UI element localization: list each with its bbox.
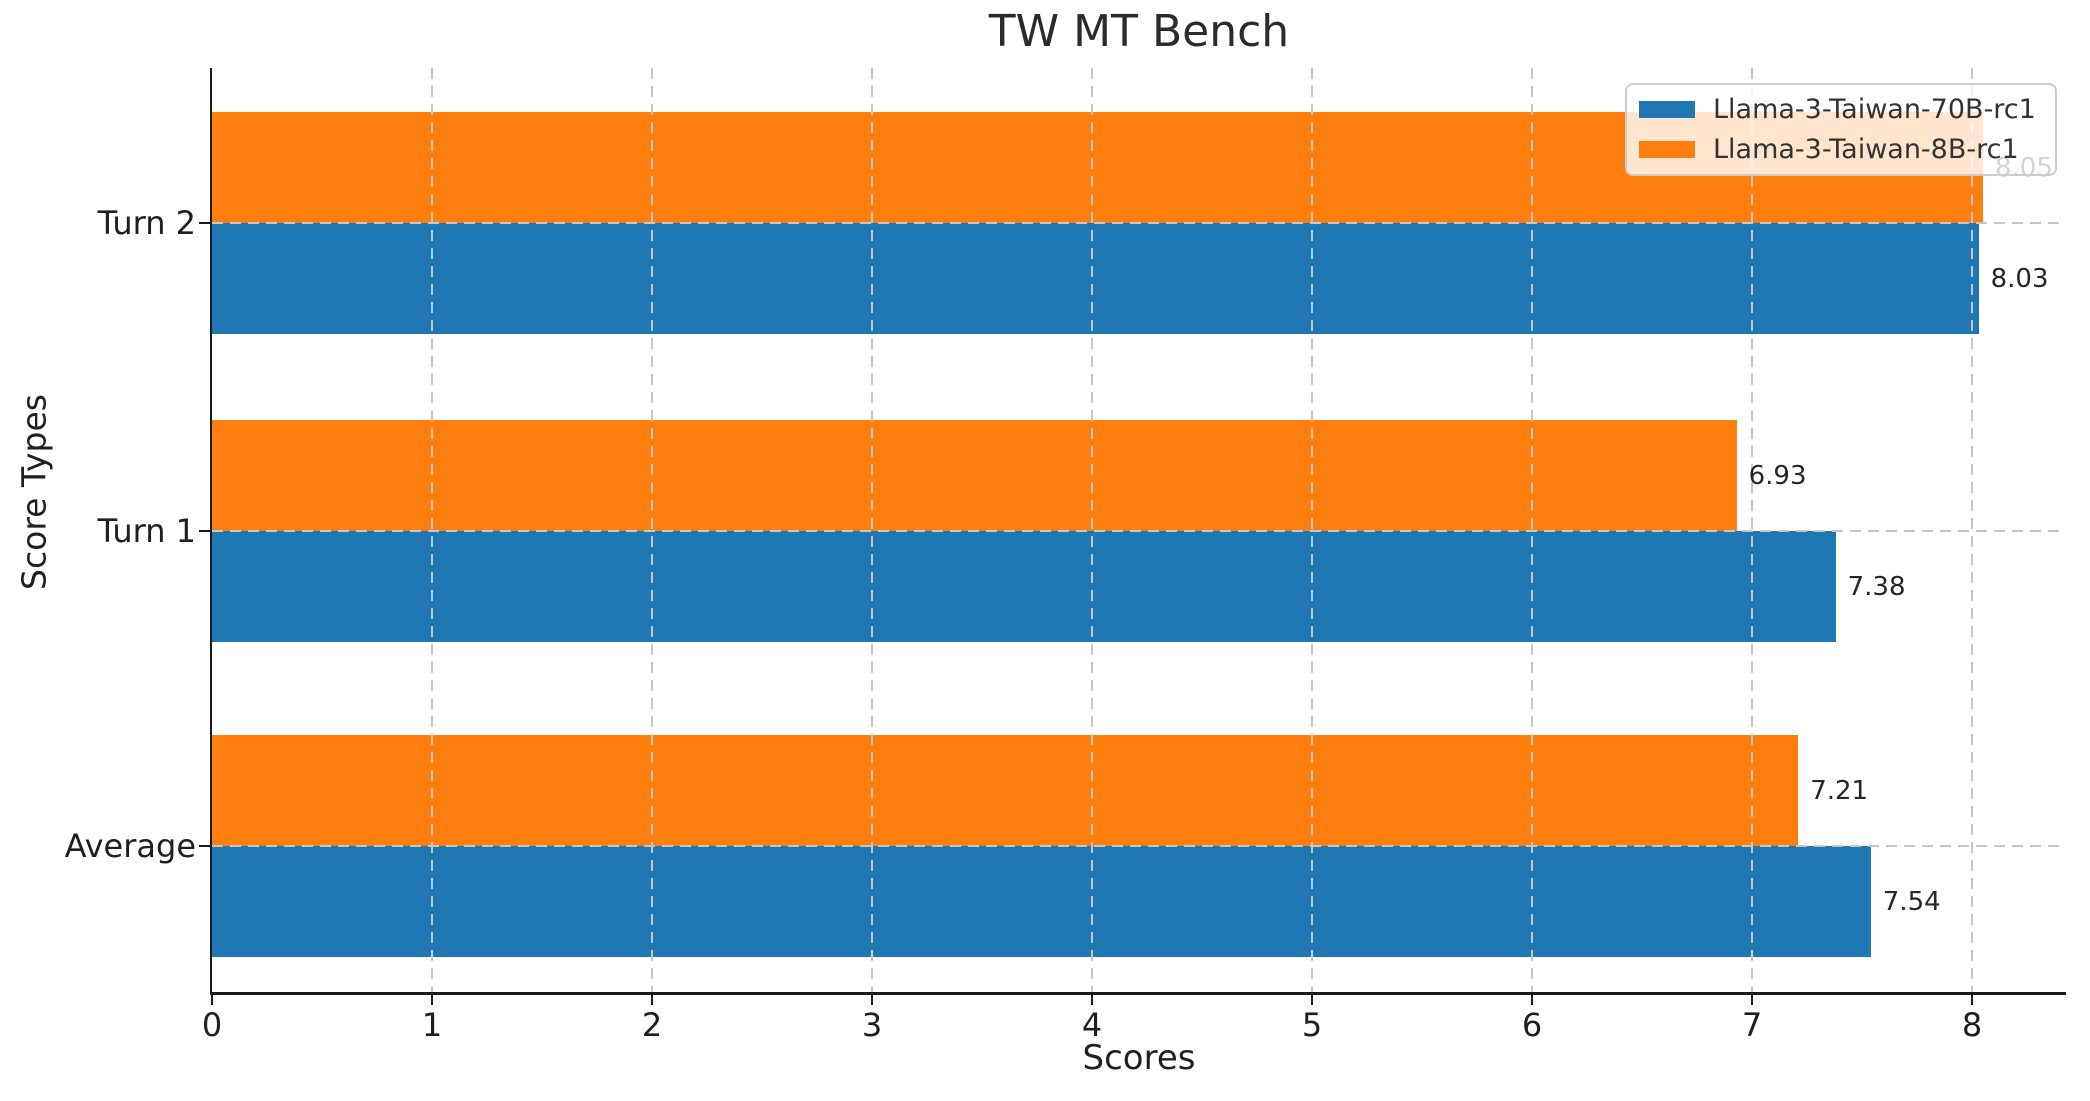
x-tick-mark: [1970, 994, 1974, 1005]
x-tick-mark: [430, 994, 434, 1005]
x-axis-label: Scores: [1082, 1038, 1196, 1078]
value-label: 7.38: [1847, 571, 1906, 602]
legend-label: Llama-3-Taiwan-70B-rc1: [1713, 94, 2036, 125]
y-tick-label: Turn 1: [97, 512, 196, 550]
y-axis-label: Score Types: [14, 394, 54, 590]
x-tick-mark: [1530, 994, 1534, 1005]
x-tick-mark: [650, 994, 654, 1005]
x-tick-label: 0: [201, 1006, 223, 1044]
y-axis-spine: [209, 68, 212, 995]
legend-swatch-icon: [1639, 141, 1695, 158]
value-label: 6.93: [1748, 460, 1807, 491]
legend-swatch-icon: [1639, 101, 1695, 118]
x-tick-mark: [1090, 994, 1094, 1005]
x-tick-label: 1: [421, 1006, 443, 1044]
x-tick-mark: [870, 994, 874, 1005]
bar-llama-3-taiwan-70b-rc1-turn-2: [212, 223, 1979, 334]
bar-llama-3-taiwan-8b-rc1-average: [212, 735, 1799, 846]
x-tick-mark: [210, 994, 214, 1005]
y-tick-label: Average: [64, 827, 196, 865]
bar-llama-3-taiwan-70b-rc1-average: [212, 846, 1871, 957]
x-tick-label: 6: [1521, 1006, 1543, 1044]
x-tick-mark: [1750, 994, 1754, 1005]
x-tick-label: 4: [1081, 1006, 1103, 1044]
gridline-horizontal: [212, 222, 2066, 224]
bar-llama-3-taiwan-8b-rc1-turn-1: [212, 420, 1737, 531]
gridline-horizontal: [212, 845, 2066, 847]
x-axis-spine: [209, 992, 2066, 995]
legend-item: Llama-3-Taiwan-70B-rc1: [1639, 94, 2043, 125]
x-tick-label: 5: [1301, 1006, 1323, 1044]
x-tick-mark: [1310, 994, 1314, 1005]
x-tick-label: 2: [641, 1006, 663, 1044]
bar-llama-3-taiwan-70b-rc1-turn-1: [212, 531, 1836, 642]
chart-title: TW MT Bench: [988, 6, 1290, 57]
y-tick-label: Turn 2: [97, 204, 196, 242]
y-tick-mark: [199, 529, 210, 533]
y-tick-mark: [199, 221, 210, 225]
legend: Llama-3-Taiwan-70B-rc1 Llama-3-Taiwan-8B-…: [1625, 83, 2057, 176]
x-tick-label: 3: [861, 1006, 883, 1044]
legend-item: Llama-3-Taiwan-8B-rc1: [1639, 134, 2043, 165]
value-label: 7.54: [1882, 886, 1941, 917]
gridline-horizontal: [212, 530, 2066, 532]
value-label: 7.21: [1810, 775, 1869, 806]
x-tick-label: 8: [1961, 1006, 1983, 1044]
legend-label: Llama-3-Taiwan-8B-rc1: [1713, 134, 2019, 165]
y-tick-mark: [199, 844, 210, 848]
value-label: 8.03: [1990, 263, 2049, 294]
x-tick-label: 7: [1741, 1006, 1763, 1044]
